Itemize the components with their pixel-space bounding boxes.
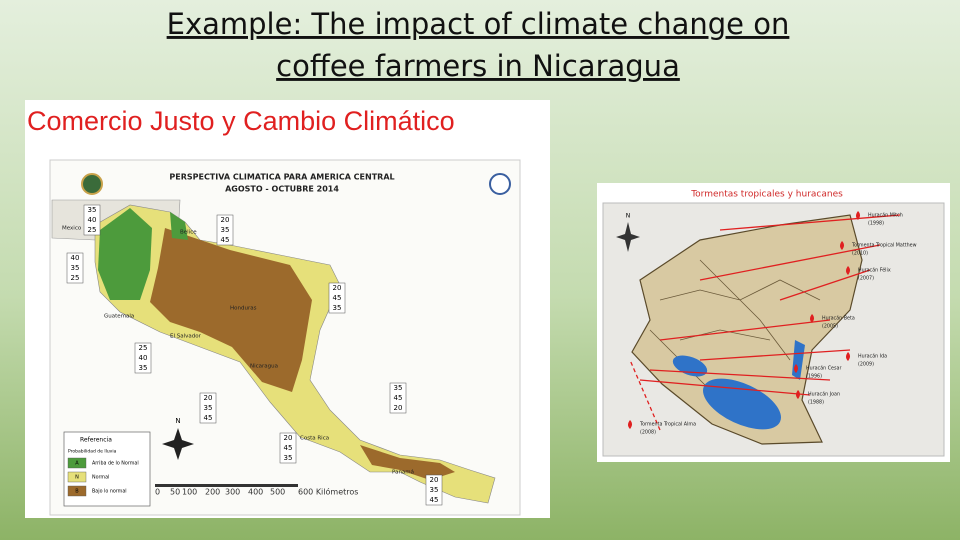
probability-value: 35 xyxy=(284,454,293,462)
probability-value: 20 xyxy=(221,216,230,224)
storm-label: Huracán Joan xyxy=(808,391,840,398)
probability-value: 45 xyxy=(333,294,342,302)
north-label: N xyxy=(175,417,180,425)
place-label: Mexico xyxy=(62,226,82,232)
legend-title: Referencia xyxy=(80,437,112,444)
probability-value: 20 xyxy=(204,394,213,402)
scale-label: 100 xyxy=(182,488,197,497)
probability-value: 35 xyxy=(430,486,439,494)
scale-label: 600 Kilómetros xyxy=(298,487,358,497)
storm-label: (1996) xyxy=(806,374,822,380)
place-label: Honduras xyxy=(230,306,257,312)
legend-swatch xyxy=(67,457,87,469)
probability-value: 35 xyxy=(139,364,148,372)
legend-label: Bajo lo normal xyxy=(92,489,127,495)
storm-label: (1998) xyxy=(868,221,884,227)
probability-value: 35 xyxy=(221,226,230,234)
probability-value: 45 xyxy=(394,394,403,402)
map-subheading: AGOSTO - OCTUBRE 2014 xyxy=(225,185,339,194)
storm-label: Tormenta Tropical Matthew xyxy=(851,243,917,249)
probability-box xyxy=(199,392,217,424)
probability-box xyxy=(328,282,346,314)
map-heading: Tormentas tropicales y huracanes xyxy=(690,190,843,200)
storm-icon xyxy=(846,352,850,361)
legend-code: N xyxy=(75,475,79,481)
probability-value: 40 xyxy=(139,354,148,362)
storm-icon xyxy=(856,211,860,220)
probability-value: 40 xyxy=(71,254,80,262)
storm-label: Tormenta Tropical Alma xyxy=(639,422,696,428)
storm-icon xyxy=(796,390,800,399)
legend-swatch xyxy=(67,471,87,483)
storm-label: (2010) xyxy=(852,251,868,257)
storm-label: (2007) xyxy=(858,276,874,282)
probability-value: 45 xyxy=(204,414,213,422)
right-map: Tormentas tropicales y huracanes N Hurac… xyxy=(597,183,950,462)
probability-value: 35 xyxy=(204,404,213,412)
probability-value: 20 xyxy=(430,476,439,484)
storm-label: (2005) xyxy=(822,324,838,330)
probability-value: 25 xyxy=(139,344,148,352)
place-label: Guatemala xyxy=(104,314,134,320)
scale-label: 0 xyxy=(155,488,160,497)
map-heading: Comercio Justo y Cambio Climático xyxy=(27,106,455,136)
probability-box xyxy=(66,252,84,284)
probability-box xyxy=(83,204,101,236)
probability-box xyxy=(216,214,234,246)
left-map: Comercio Justo y Cambio Climático PERSPE… xyxy=(25,100,550,518)
probability-value: 20 xyxy=(284,434,293,442)
storm-icon xyxy=(810,314,814,323)
probability-value: 35 xyxy=(88,206,97,214)
probability-value: 25 xyxy=(71,274,80,282)
storm-label: Huracán Ida xyxy=(858,353,887,360)
probability-box xyxy=(134,342,152,374)
scale-label: 500 xyxy=(270,488,285,497)
probability-value: 45 xyxy=(430,496,439,504)
place-label: Nicaragua xyxy=(250,364,278,370)
probability-value: 45 xyxy=(284,444,293,452)
slide-title: coffee farmers in Nicaragua xyxy=(276,49,680,83)
storm-icon xyxy=(846,266,850,275)
legend-code: B xyxy=(75,489,79,495)
probability-value: 35 xyxy=(333,304,342,312)
probability-box xyxy=(389,382,407,414)
probability-value: 20 xyxy=(333,284,342,292)
probability-value: 40 xyxy=(88,216,97,224)
legend-label: Arriba de lo Normal xyxy=(92,461,139,467)
legend-code: A xyxy=(75,461,79,467)
place-label: El Salvador xyxy=(170,334,202,340)
storm-icon xyxy=(628,420,632,429)
legend-label: Normal xyxy=(92,475,109,481)
storm-label: Huracán Beta xyxy=(822,315,855,322)
storm-label: Huracán Mitch xyxy=(868,212,903,219)
storm-label: Huracán Félix xyxy=(858,267,891,274)
storm-label: Huracán Cesar xyxy=(806,365,841,372)
scale-label: 50 xyxy=(170,488,180,497)
scale-bar xyxy=(155,484,298,487)
legend-swatch xyxy=(67,485,87,497)
north-label: N xyxy=(626,213,631,220)
probability-box xyxy=(425,474,443,506)
scale-label: 400 xyxy=(248,488,263,497)
map-subheading: PERSPECTIVA CLIMATICA PARA AMERICA CENTR… xyxy=(169,173,394,182)
storm-label: (2009) xyxy=(858,362,874,368)
place-label: Panamá xyxy=(392,469,414,476)
slide-title: Example: The impact of climate change on xyxy=(167,7,790,41)
probability-value: 25 xyxy=(88,226,97,234)
storm-icon xyxy=(840,241,844,250)
legend-subtitle: Probabilidad de lluvia xyxy=(68,449,117,455)
storm-icon xyxy=(794,364,798,373)
storm-label: (1988) xyxy=(808,400,824,406)
probability-value: 35 xyxy=(394,384,403,392)
probability-value: 35 xyxy=(71,264,80,272)
scale-label: 200 xyxy=(205,488,220,497)
probability-value: 45 xyxy=(221,236,230,244)
probability-value: 20 xyxy=(394,404,403,412)
scale-label: 300 xyxy=(225,488,240,497)
probability-box xyxy=(279,432,297,464)
place-label: Belice xyxy=(180,230,197,236)
place-label: Costa Rica xyxy=(300,436,329,442)
storm-label: (2008) xyxy=(640,430,656,436)
